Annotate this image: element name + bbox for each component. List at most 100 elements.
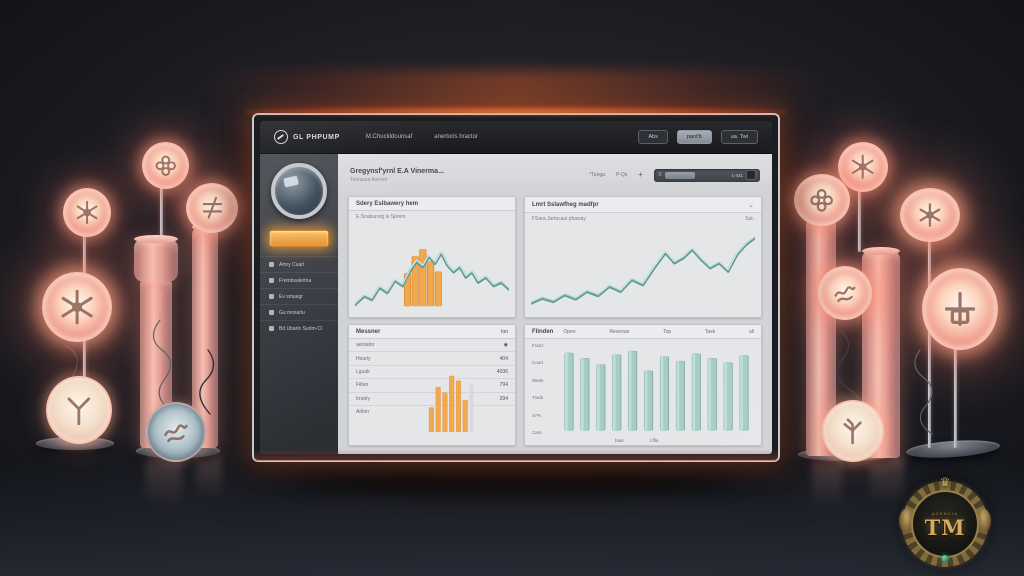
menu-bullet-icon (269, 294, 274, 299)
main-content: Gregynsf'yrnl E.A Vinerma... Tomausa Ave… (338, 154, 772, 454)
row-label: Franz (532, 343, 544, 348)
menu-bullet-icon (269, 326, 274, 331)
row-label: Irranly (356, 395, 370, 402)
card-header-right[interactable]: Ion (501, 328, 508, 335)
weekly-bar-chart (562, 343, 753, 433)
glow-medallion-wye (46, 376, 112, 444)
card-body: E.Snaburorg le Sprem (349, 211, 515, 317)
row-label: Hourly (356, 355, 371, 362)
table-row: Hourly 404 (349, 351, 515, 364)
column-headers: Open Revenue Top Task all (563, 329, 754, 335)
floor-reflection (870, 456, 904, 516)
glow-medallion-asterisk (42, 272, 112, 342)
sidebar-item-label: Bd Ubarln Surlm-Cl (279, 325, 323, 332)
topbar-button[interactable]: pant'b (676, 130, 712, 144)
slider-fill[interactable] (664, 171, 695, 179)
row-label: Week (532, 377, 544, 383)
logo-text: GL PHPUMP (293, 133, 340, 141)
sidebar-menu-item[interactable]: Gu mosarlu (260, 304, 338, 320)
app-logo[interactable]: GL PHPUMP (274, 130, 340, 144)
sidebar-menu-item[interactable]: Ev smuagr (260, 288, 338, 304)
sidebar-menu-item[interactable]: Bd Ubarln Surlm-Cl (260, 320, 338, 336)
column-header: Open (563, 328, 576, 335)
card-title-bar: Messner Ion (349, 325, 515, 339)
card-corner-label[interactable]: Sat. (745, 216, 754, 222)
floor-reflection (196, 452, 222, 512)
card-title-bar: Sdery Eslbawery hem (349, 197, 515, 211)
card-metrics-table: Messner Ion aentator ◉ Hourly 404 Lguak 4036 F… (348, 324, 516, 446)
row-label: Filten (356, 382, 369, 389)
menu-bullet-icon (269, 278, 274, 283)
tm-brand-badge: ♛ AGENCIA TM (899, 476, 991, 567)
filter-link[interactable]: P-Qs (615, 172, 628, 178)
topbar-button[interactable]: Abs (638, 130, 668, 144)
table-row: Irranly 294 (349, 391, 515, 405)
glow-cylinder-cap (134, 235, 178, 282)
row-labels: Franz Court Week Track 47% Cars (525, 339, 558, 445)
plus-icon[interactable]: + (638, 170, 643, 179)
card-title-bar: Flinden Open Revenue Top Task all (525, 325, 761, 339)
glow-medallion-flower (900, 188, 960, 242)
sidebar-item-label: Frembsalertna (279, 277, 312, 284)
lamp-stem (160, 182, 163, 242)
column-header: Task (704, 328, 716, 335)
sidebar-item-label: Gu mosarlu (279, 309, 305, 316)
sidebar: Amry Cuarl Frembsalertna Ev smuagr Gu mosar… (260, 154, 338, 454)
weekly-bars-svg (564, 350, 749, 431)
table-row: Lguak 4036 (349, 364, 515, 378)
avatar[interactable] (271, 163, 327, 219)
page-heading: Gregynsf'yrnl E.A Vinerma... Tomausa Ave… (350, 168, 444, 183)
card-subtitle: E.Snaburorg le Sprem (356, 214, 406, 220)
topbar-actions: Abs pant'b ua. Twi (638, 130, 758, 144)
glow-medallion-cross (922, 268, 998, 350)
card-title: Sdery Eslbawery hem (356, 200, 419, 207)
lamp-stem (858, 186, 861, 252)
floor-reflection (146, 452, 182, 522)
menu-bullet-icon (269, 262, 274, 267)
topbar-button[interactable]: ua. Twi (720, 130, 758, 144)
lamp-stem (928, 234, 931, 448)
card-growth: Lmrt Sslawfheg madfpr ⌄ FSara Jurtocaul … (524, 196, 762, 318)
card-weekly-bars: Flinden Open Revenue Top Task all Franz Court… (524, 324, 762, 446)
lion-ornament-icon (976, 509, 991, 533)
sales-trend-chart (355, 227, 509, 313)
column-header: all (748, 328, 754, 335)
card-title: Flinden (532, 328, 554, 335)
row-label: Arlton (356, 409, 370, 416)
topbar-nav: M.Chuckldounsaf anertorls bractor (366, 134, 478, 140)
mini-bars-svg (428, 375, 474, 432)
slider-grip-icon[interactable]: ≡ (658, 172, 662, 178)
menu-bullet-icon (269, 310, 274, 315)
row-label: Lguak (356, 368, 370, 375)
topbar: GL PHPUMP M.Chuckldounsaf anertorls bract… (260, 121, 772, 154)
sidebar-menu-item[interactable]: Frembsalertna (260, 272, 338, 288)
glow-medallion-flower (63, 188, 111, 237)
gem-icon (941, 555, 949, 562)
table-row: Arlton (349, 404, 515, 418)
row-label: aentator (356, 342, 375, 349)
sales-trend-svg (355, 249, 509, 307)
row-label: Track (532, 395, 544, 401)
metrics-mini-bar-chart (427, 373, 479, 433)
row-value: 294 (499, 395, 508, 402)
glow-medallion-flower (142, 142, 189, 189)
table-row: Filten 794 (349, 378, 515, 391)
sidebar-active-item[interactable] (269, 230, 329, 247)
row-value: ◉ (503, 342, 508, 349)
card-subtitle: FSara Jurtocaul phaway (532, 216, 586, 222)
table-row: aentator ◉ (349, 339, 515, 351)
topbar-nav-item[interactable]: M.Chuckldounsaf (365, 134, 413, 140)
glow-medallion-neq (186, 183, 238, 233)
floor-reflection (812, 456, 842, 522)
metrics-rows: aentator ◉ Hourly 404 Lguak 4036 Filten 794 Irra… (349, 339, 515, 418)
topbar-nav-item[interactable]: anertorls bractor (434, 134, 478, 140)
sidebar-menu-item[interactable]: Amry Cuarl (260, 256, 338, 272)
range-slider[interactable]: ≡ 1-441 (654, 168, 760, 182)
growth-svg (531, 229, 755, 313)
lamp-stem (83, 230, 86, 278)
chevron-down-icon[interactable]: ⌄ (748, 201, 754, 209)
slider-end-button[interactable] (746, 170, 756, 180)
filter-link[interactable]: *Tanga (589, 172, 605, 178)
screen-body: Amry Cuarl Frembsalertna Ev smuagr Gu mosar… (260, 154, 772, 454)
